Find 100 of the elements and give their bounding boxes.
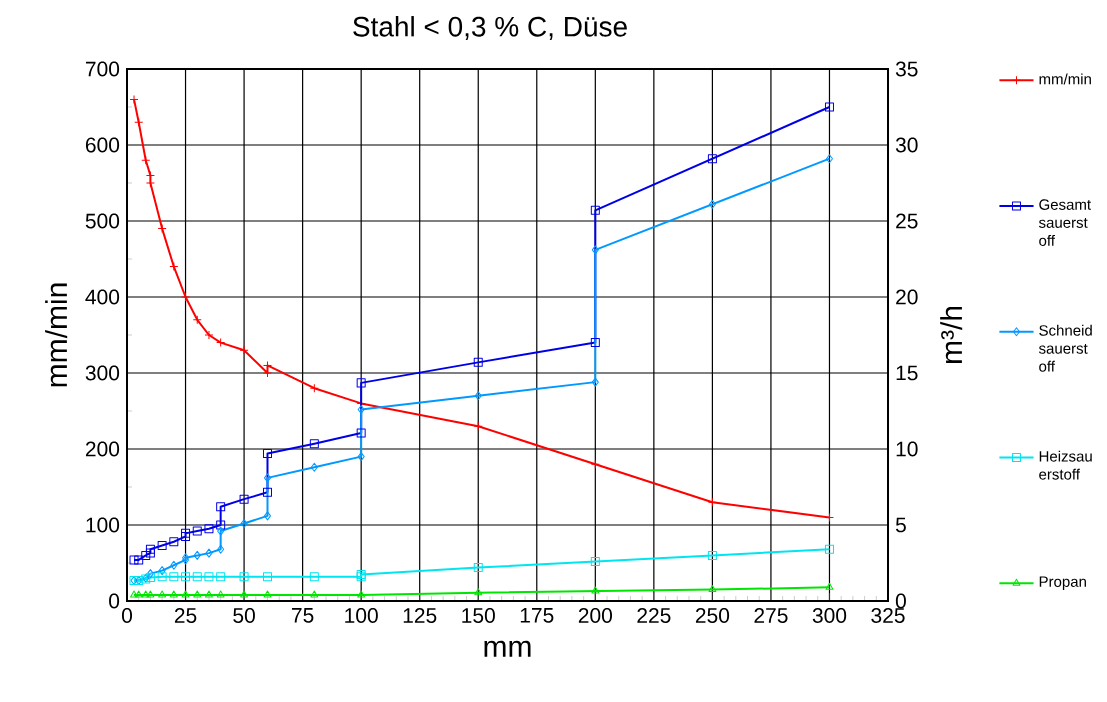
point	[263, 572, 272, 582]
point	[217, 526, 225, 536]
point	[356, 428, 366, 438]
point	[216, 338, 226, 348]
point	[169, 572, 179, 582]
y-tick-label: 600	[85, 137, 120, 153]
point	[157, 224, 167, 234]
point	[240, 590, 249, 598]
point	[590, 205, 600, 215]
point	[474, 588, 483, 596]
point	[169, 590, 178, 598]
point	[239, 572, 249, 582]
x-tick-label: 225	[637, 608, 671, 623]
point	[825, 154, 833, 164]
point	[170, 560, 178, 570]
point	[357, 590, 366, 598]
point	[309, 383, 319, 393]
point	[192, 315, 202, 325]
point	[130, 590, 138, 598]
y2-tick-label: 25	[896, 213, 918, 229]
x-tick-label: 0	[121, 608, 133, 623]
point	[473, 563, 483, 573]
point	[473, 421, 483, 431]
point	[263, 590, 272, 598]
point	[145, 548, 155, 558]
point	[239, 494, 249, 504]
point	[824, 544, 834, 554]
y-tick-label: 400	[85, 289, 120, 305]
y2-tick-label: 20	[896, 289, 918, 305]
point	[205, 548, 213, 558]
y-tick-label: 200	[85, 441, 120, 457]
x-tick-label: 100	[345, 608, 378, 623]
point	[193, 590, 202, 598]
point	[141, 550, 151, 560]
point	[708, 585, 717, 593]
point	[216, 572, 226, 582]
point	[590, 556, 600, 566]
y-tick-label: 100	[86, 517, 120, 533]
y-tick-label: 500	[85, 213, 120, 229]
point	[146, 590, 155, 598]
point	[591, 377, 599, 387]
point	[181, 292, 191, 302]
point	[157, 541, 167, 551]
point	[707, 497, 717, 507]
point	[707, 154, 717, 164]
y-axis-title: mm/min	[45, 283, 68, 387]
point	[129, 94, 139, 104]
point	[169, 537, 179, 547]
point	[591, 245, 599, 255]
point	[145, 178, 155, 188]
point	[309, 439, 319, 449]
point	[134, 117, 144, 127]
point	[129, 555, 139, 565]
legend-label: Heizsau erstoff	[1039, 450, 1092, 480]
y2-tick-label: 15	[896, 365, 918, 381]
y-tick-label: 300	[85, 365, 120, 381]
point	[204, 524, 214, 534]
point	[708, 199, 716, 209]
x-tick-label: 275	[754, 608, 788, 623]
x-axis-title: mm	[484, 640, 531, 657]
point	[309, 572, 319, 582]
x-tick-label: 150	[462, 608, 495, 623]
point	[204, 572, 214, 582]
point	[181, 572, 191, 582]
point	[263, 487, 272, 497]
point	[264, 473, 271, 483]
x-tick-label: 50	[233, 608, 255, 623]
legend-label: Propan	[1039, 576, 1086, 590]
point	[825, 582, 834, 590]
x-tick-label: 250	[695, 608, 730, 623]
x-tick-label: 175	[520, 608, 554, 623]
x-tick-label: 25	[174, 608, 197, 623]
point	[590, 338, 600, 348]
y2-axis-title: m³/h	[940, 306, 963, 364]
point	[134, 590, 143, 598]
x-tick-label: 200	[578, 608, 613, 623]
legend-label: Gesamt sauerst off	[1038, 199, 1091, 246]
x-tick-label: 75	[292, 608, 314, 623]
y2-tick-label: 35	[895, 61, 918, 77]
legend-label: mm/min	[1039, 73, 1091, 85]
chart-title: Stahl < 0,3 % C, Düse	[353, 16, 627, 40]
point	[240, 518, 248, 528]
point	[310, 590, 319, 598]
y2-tick-label: 30	[895, 137, 918, 153]
point	[357, 452, 365, 462]
point	[591, 586, 600, 594]
x-tick-label: 300	[812, 608, 847, 623]
point	[310, 462, 318, 472]
x-tick-label: 325	[871, 608, 905, 623]
point	[141, 155, 151, 165]
point	[158, 590, 167, 598]
point	[264, 511, 271, 521]
point	[145, 544, 155, 554]
y-tick-label: 700	[85, 61, 120, 77]
point	[192, 526, 202, 536]
point	[707, 550, 717, 560]
point	[158, 566, 166, 576]
y2-tick-label: 10	[896, 441, 918, 457]
legend-label: Schneid sauerst off	[1038, 324, 1092, 372]
point	[239, 345, 249, 355]
